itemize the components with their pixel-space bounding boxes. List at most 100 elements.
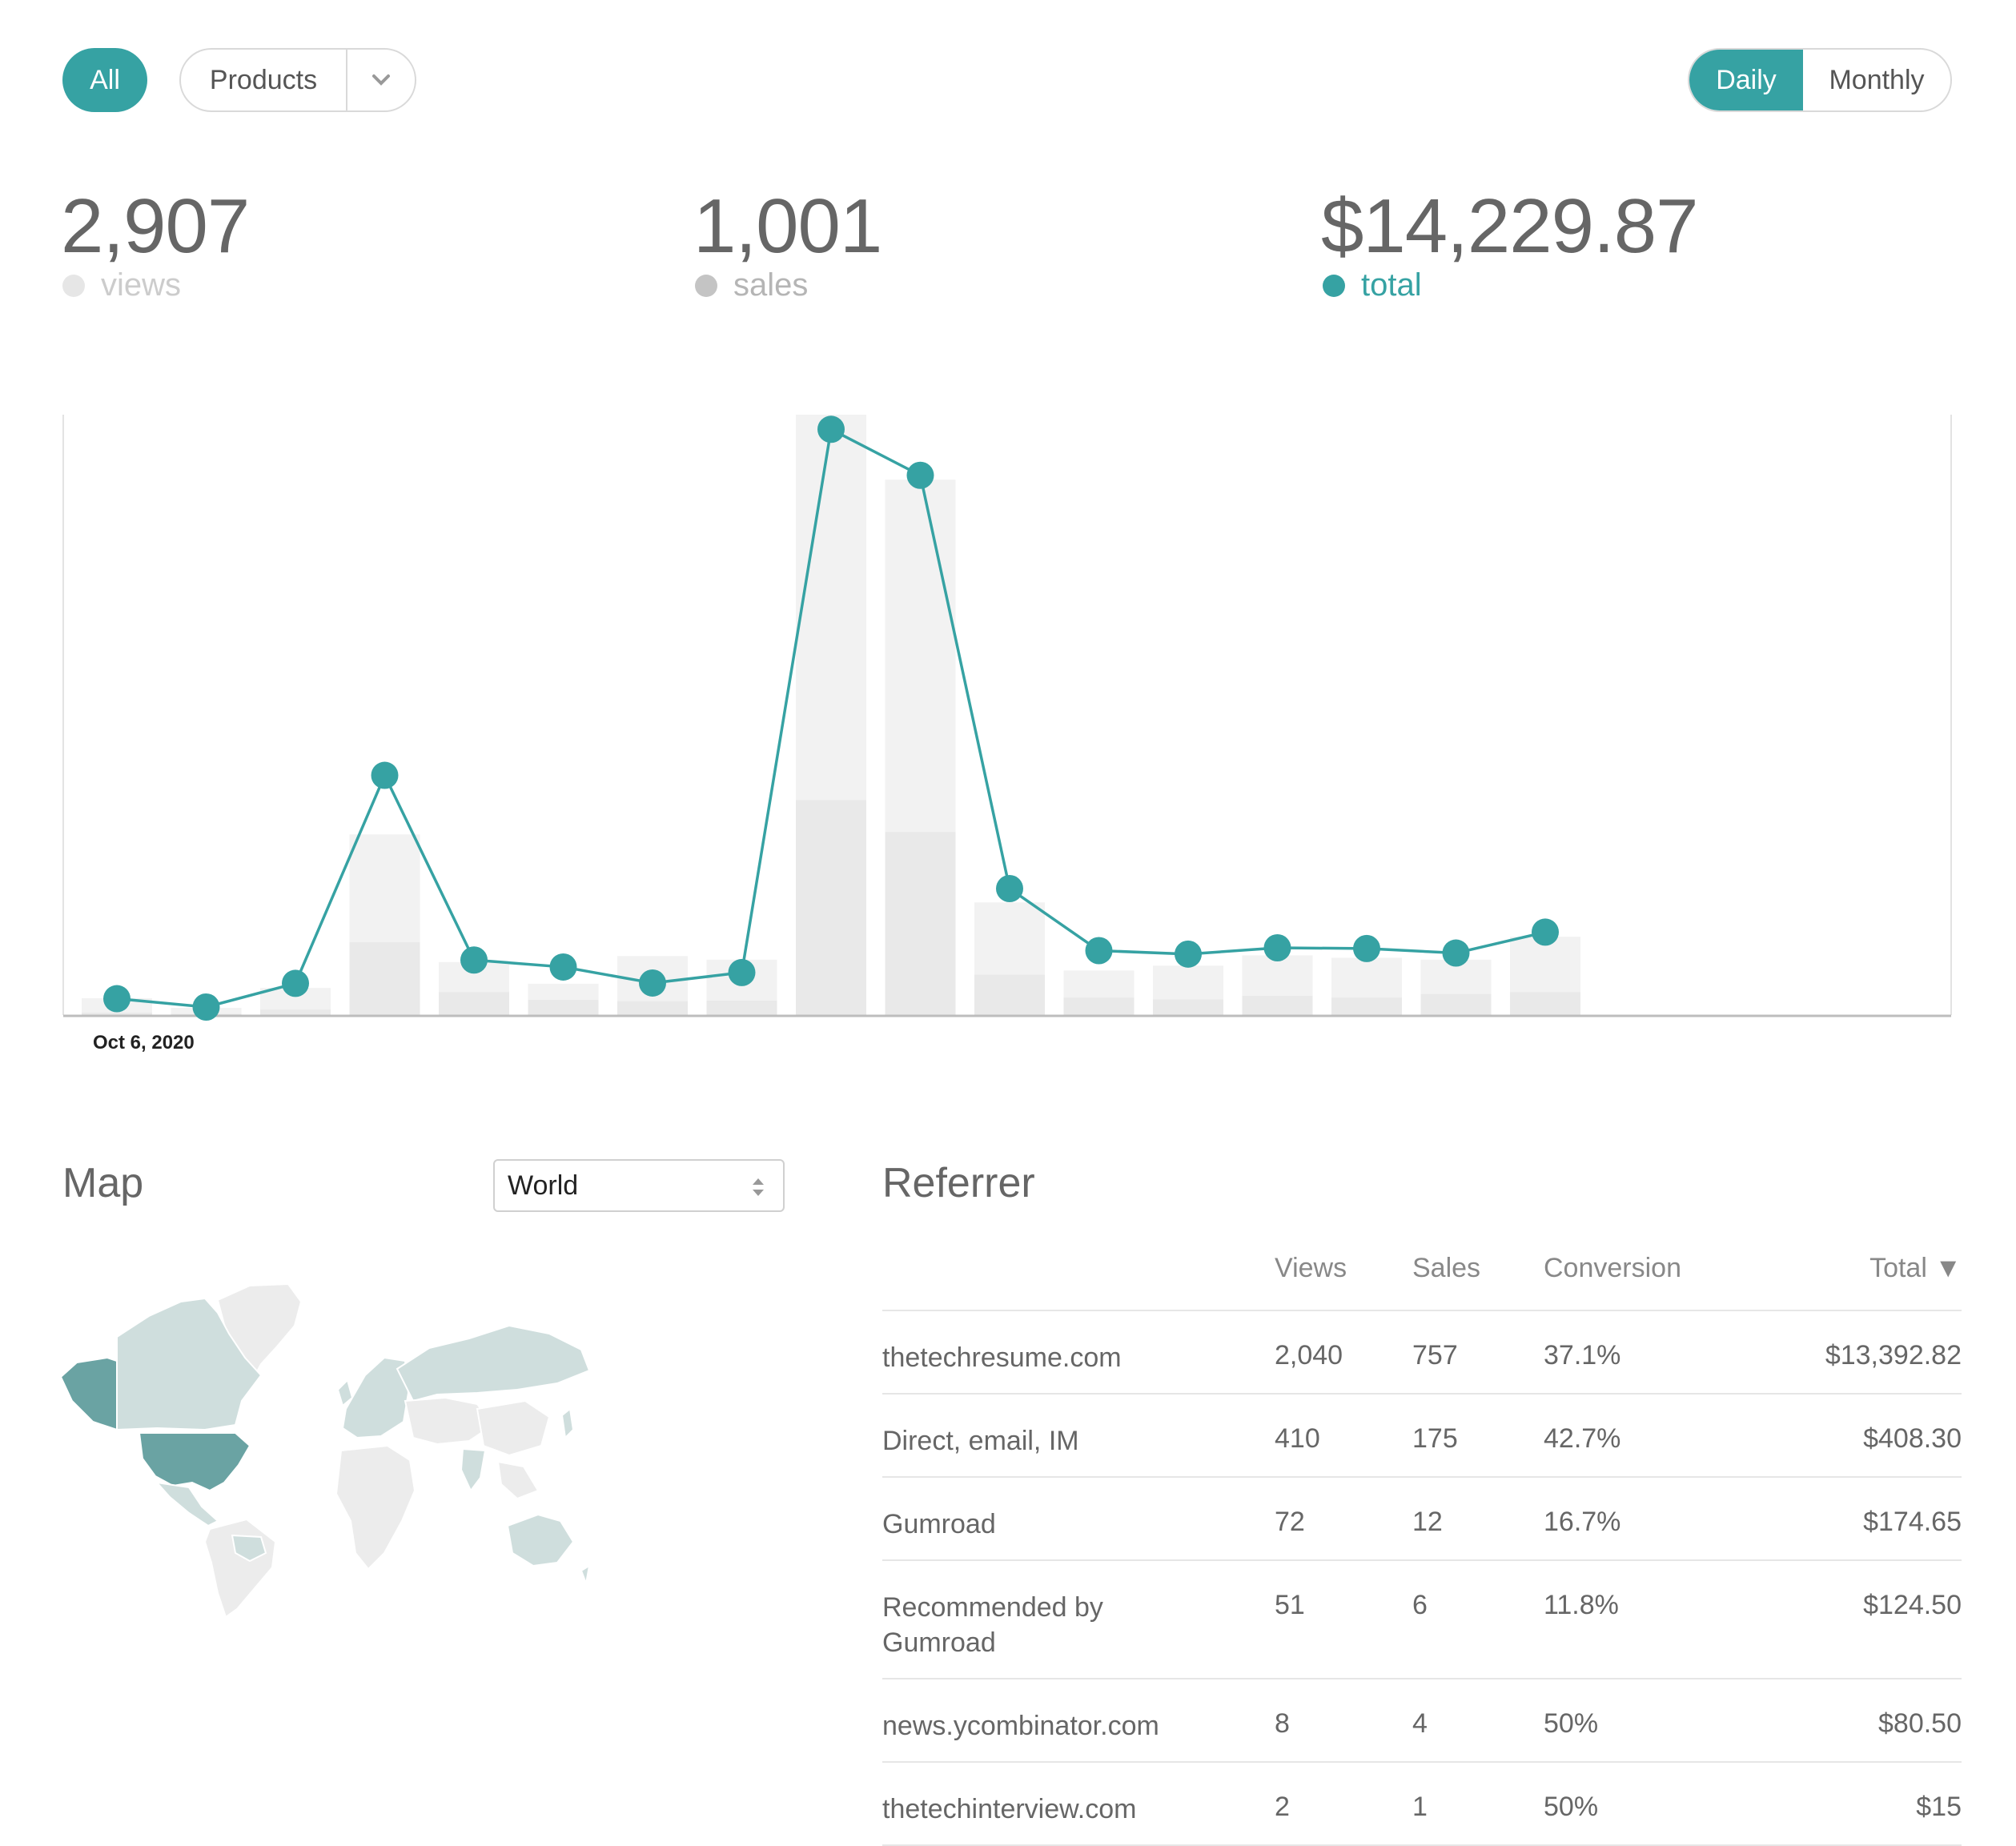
referrer-conversion: 16.7% xyxy=(1544,1507,1621,1537)
map-region-brazil[interactable] xyxy=(231,1534,267,1563)
sales-bar xyxy=(528,1000,599,1015)
views-column-header[interactable]: Views xyxy=(1275,1252,1347,1283)
total-data-point[interactable] xyxy=(103,985,131,1013)
referrer-views: 410 xyxy=(1275,1423,1320,1454)
total-line-segment xyxy=(383,774,476,961)
sales-label: sales xyxy=(733,267,809,303)
sales-bar xyxy=(1510,992,1580,1015)
select-arrows-icon xyxy=(753,1178,764,1196)
views-count: 2,907 xyxy=(61,183,250,269)
map-region-southeast-asia[interactable] xyxy=(496,1460,540,1500)
all-filter-label: All xyxy=(90,64,120,95)
total-data-point[interactable] xyxy=(549,953,577,981)
monthly-toggle-button[interactable]: Monthly xyxy=(1829,64,1925,95)
sales-column-header[interactable]: Sales xyxy=(1412,1252,1481,1283)
total-data-point[interactable] xyxy=(282,969,309,997)
map-region-japan[interactable] xyxy=(560,1407,575,1440)
table-row: Direct, email, IM 410 175 42.7% $408.30 xyxy=(882,1395,1962,1478)
sales-bar xyxy=(82,1012,152,1015)
map-region-canada[interactable] xyxy=(116,1297,263,1431)
total-data-point[interactable] xyxy=(1353,934,1380,962)
total-data-point[interactable] xyxy=(906,461,934,489)
views-legend[interactable]: views xyxy=(62,267,181,303)
total-data-point[interactable] xyxy=(817,415,845,443)
region-select-value: World xyxy=(508,1170,579,1201)
total-line-segment xyxy=(1187,946,1278,956)
sales-legend[interactable]: sales xyxy=(695,267,808,303)
map-region-india[interactable] xyxy=(460,1447,487,1492)
total-line-segment xyxy=(294,774,387,985)
referrer-total: $174.65 xyxy=(1863,1507,1962,1537)
map-region-australia[interactable] xyxy=(506,1513,575,1567)
referrer-total: $80.50 xyxy=(1878,1708,1962,1739)
sales-chart: Oct 6, 2020 xyxy=(62,415,1952,1053)
referrer-source: Recommended by Gumroad xyxy=(882,1592,1103,1658)
referrer-total: $13,392.82 xyxy=(1825,1340,1962,1370)
total-data-point[interactable] xyxy=(1263,934,1291,961)
total-column-header[interactable]: Total ▼ xyxy=(1869,1252,1962,1283)
total-line-segment xyxy=(652,971,742,985)
chevron-down-icon[interactable] xyxy=(347,74,415,86)
sales-bar xyxy=(1331,997,1402,1015)
products-dropdown[interactable]: Products xyxy=(179,48,416,112)
table-row: thetechresume.com 2,040 757 37.1% $13,39… xyxy=(882,1311,1962,1395)
daily-toggle-button[interactable]: Daily xyxy=(1689,50,1803,110)
sales-bar xyxy=(1063,997,1135,1015)
referrer-sales: 12 xyxy=(1412,1507,1443,1537)
referrer-source: thetechresume.com xyxy=(882,1342,1122,1373)
sales-bar xyxy=(796,800,866,1015)
sales-bar xyxy=(1242,995,1313,1015)
total-line-segment xyxy=(206,981,296,1009)
map-region-china[interactable] xyxy=(476,1399,551,1457)
referrer-views: 51 xyxy=(1275,1590,1305,1620)
total-legend[interactable]: total xyxy=(1323,267,1422,303)
referrer-source: thetechinterview.com xyxy=(882,1794,1137,1824)
sales-count: 1,001 xyxy=(693,183,882,269)
total-data-point[interactable] xyxy=(996,875,1023,902)
region-select[interactable]: World xyxy=(493,1159,785,1212)
referrer-sales: 6 xyxy=(1412,1590,1428,1620)
total-line-segment xyxy=(1456,930,1546,955)
conversion-column-header[interactable]: Conversion xyxy=(1544,1252,1681,1283)
map-region-mexico[interactable] xyxy=(155,1481,219,1527)
referrer-source: Direct, email, IM xyxy=(882,1426,1079,1456)
total-data-point[interactable] xyxy=(192,993,220,1021)
world-map[interactable] xyxy=(61,1281,589,1617)
map-region-south-america[interactable] xyxy=(203,1518,277,1617)
sales-bar xyxy=(706,1000,777,1015)
total-line-segment xyxy=(740,428,833,973)
x-axis-start-label: Oct 6, 2020 xyxy=(93,1032,195,1053)
total-data-point[interactable] xyxy=(1175,940,1202,968)
referrer-sales: 757 xyxy=(1412,1340,1458,1370)
referrer-conversion: 11.8% xyxy=(1544,1590,1619,1620)
total-line-segment xyxy=(1098,949,1189,956)
referrer-conversion: 42.7% xyxy=(1544,1423,1621,1454)
total-data-point[interactable] xyxy=(1085,937,1113,965)
total-data-point[interactable] xyxy=(371,761,399,789)
map-region-alaska[interactable] xyxy=(61,1356,118,1431)
sales-bar xyxy=(885,832,956,1015)
map-title: Map xyxy=(62,1160,144,1206)
table-row: Recommended by Gumroad 51 6 11.8% $124.5… xyxy=(882,1561,1962,1679)
total-data-point[interactable] xyxy=(460,946,488,974)
referrer-conversion: 50% xyxy=(1544,1792,1599,1822)
map-region-usa[interactable] xyxy=(138,1432,251,1492)
total-data-point[interactable] xyxy=(1442,939,1470,967)
views-dot-icon xyxy=(62,274,85,297)
referrer-table: Views Sales Conversion Total ▼ thetechre… xyxy=(882,1226,1962,1846)
total-line-segment xyxy=(1366,947,1456,955)
map-region-africa[interactable] xyxy=(335,1444,416,1571)
total-data-point[interactable] xyxy=(1532,918,1559,946)
all-filter-button[interactable]: All xyxy=(62,48,147,112)
referrer-conversion: 50% xyxy=(1544,1708,1599,1739)
total-line-segment xyxy=(830,427,922,477)
total-data-point[interactable] xyxy=(639,969,666,997)
total-line-segment xyxy=(918,475,1011,889)
total-data-point[interactable] xyxy=(728,958,756,986)
total-line-segment xyxy=(473,958,564,969)
map-region-new-zealand[interactable] xyxy=(580,1564,589,1587)
referrer-sales: 4 xyxy=(1412,1708,1428,1739)
map-region-russia[interactable] xyxy=(396,1324,589,1403)
referrer-source: Gumroad xyxy=(882,1509,996,1539)
referrer-views: 72 xyxy=(1275,1507,1305,1537)
